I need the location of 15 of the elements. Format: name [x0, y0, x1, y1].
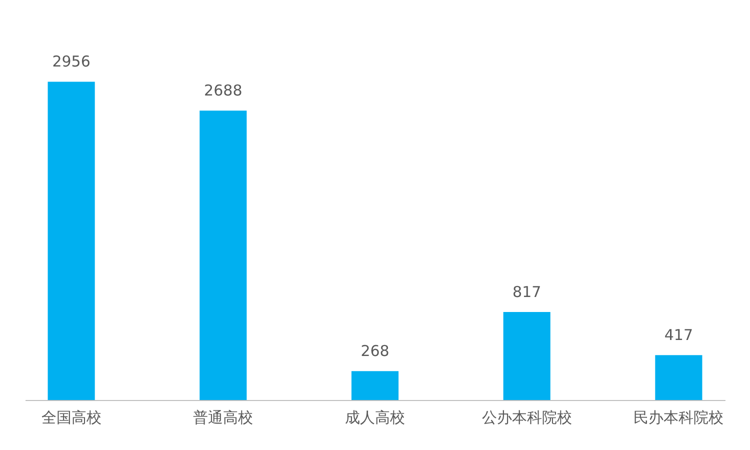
bar [503, 312, 550, 400]
x-tick-label: 民办本科院校 [634, 408, 724, 426]
bar [655, 355, 702, 400]
data-label: 417 [664, 326, 694, 344]
bar [351, 371, 399, 400]
data-label: 268 [360, 342, 390, 360]
bar [200, 110, 247, 400]
data-label: 2688 [204, 82, 242, 100]
data-label: 817 [512, 283, 542, 302]
x-tick-label: 普通高校 [193, 408, 254, 426]
data-label: 2956 [52, 52, 90, 71]
x-tick-label: 成人高校 [345, 408, 405, 426]
x-tick-label: 全国高校 [41, 408, 102, 426]
bar [48, 82, 95, 400]
x-tick-label: 公办本科院校 [482, 408, 572, 426]
